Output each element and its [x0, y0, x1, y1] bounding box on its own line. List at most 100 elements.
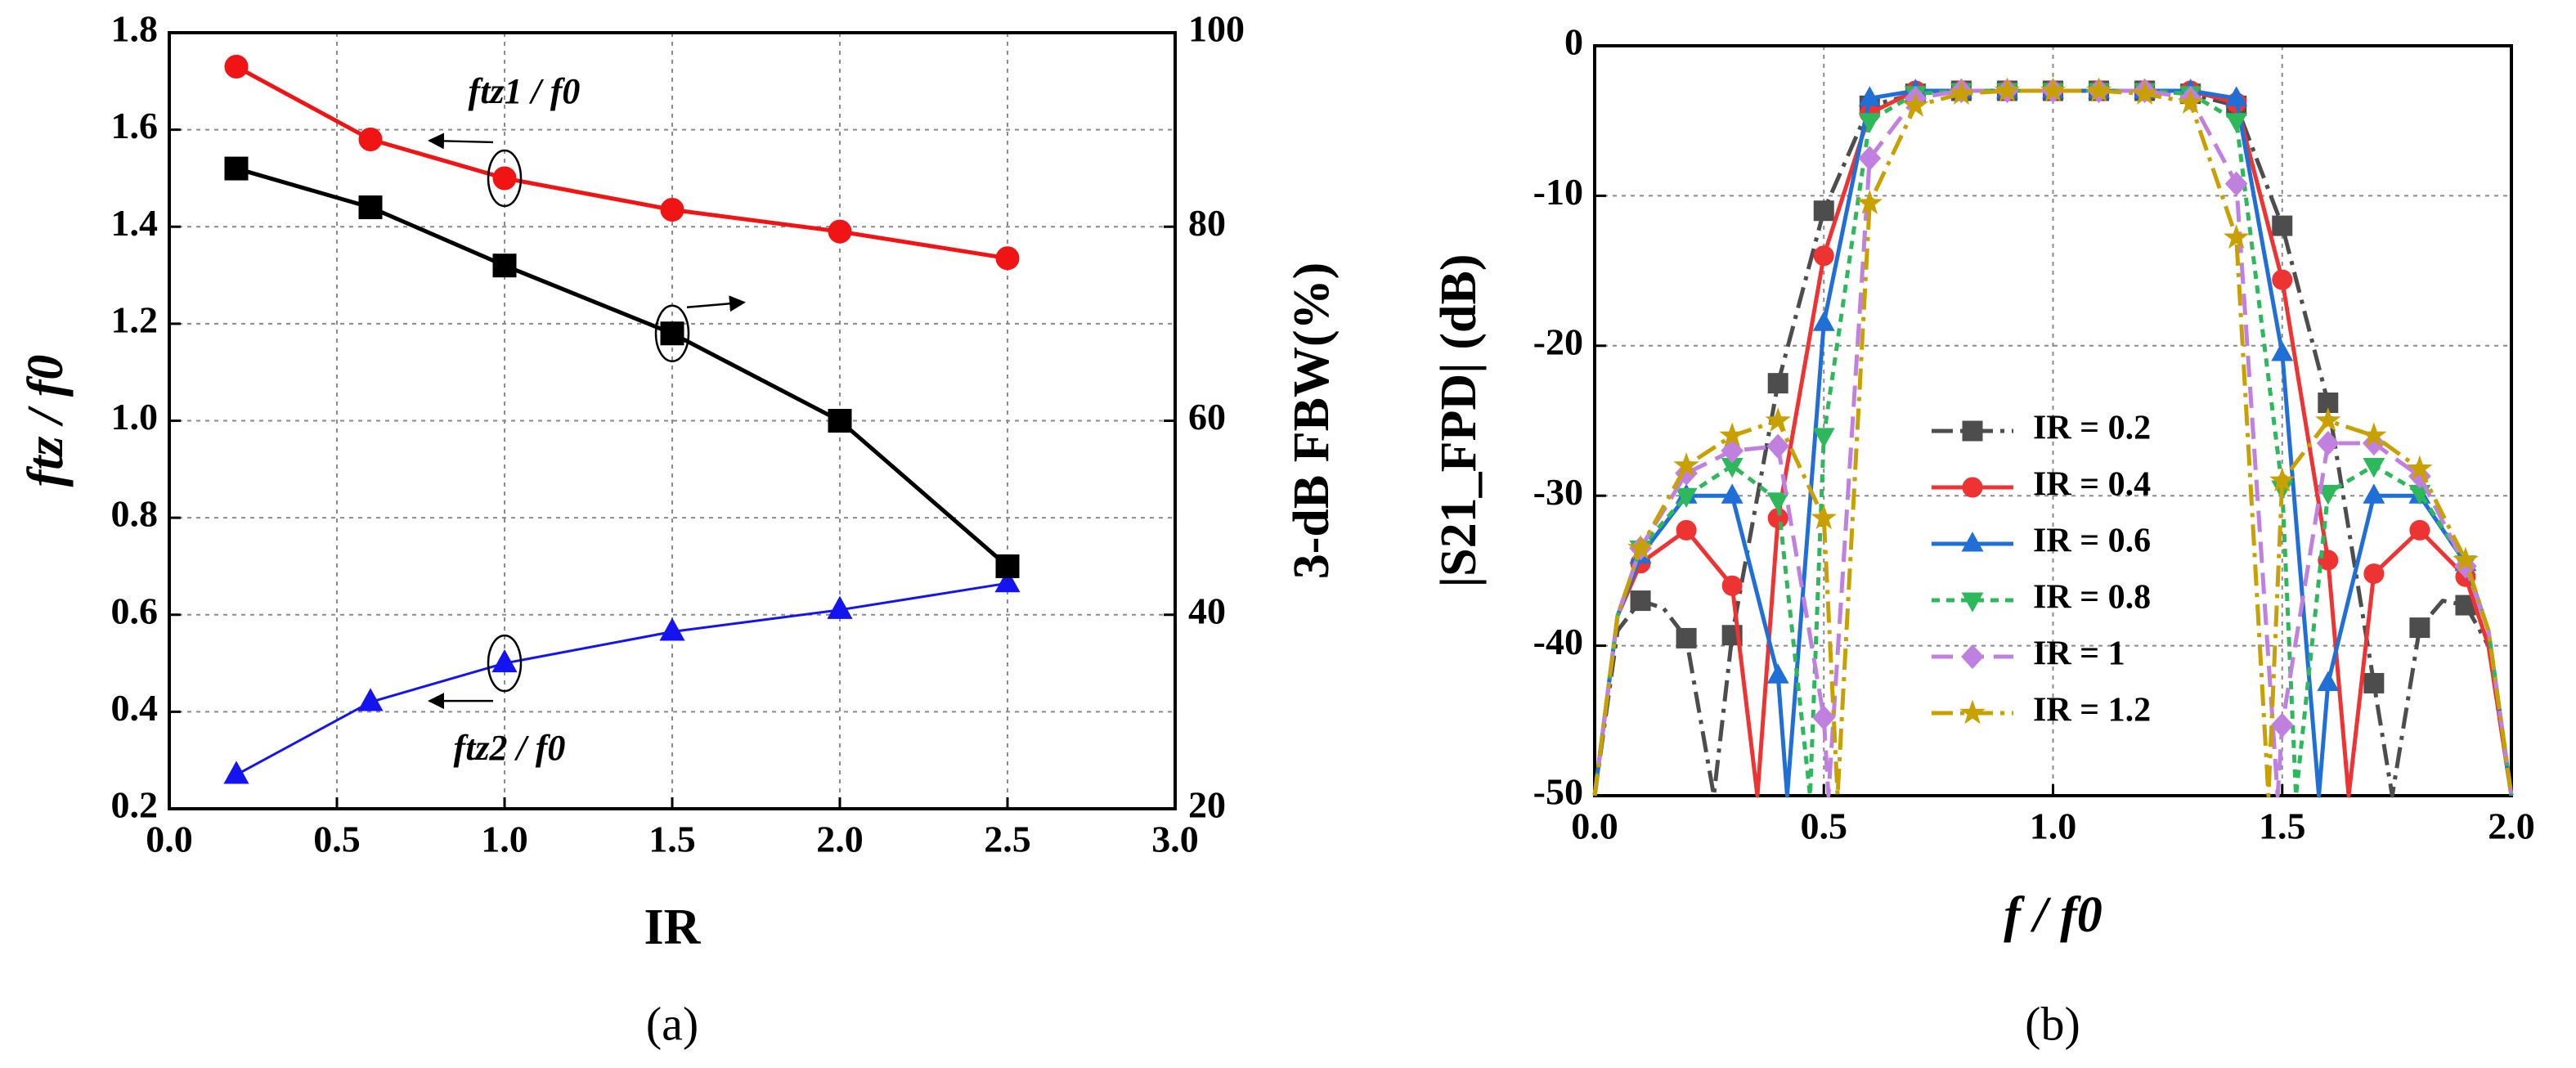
marker	[2317, 485, 2340, 505]
marker	[828, 409, 852, 433]
x-tick-label: 1.5	[648, 819, 696, 860]
series-line	[236, 166, 1009, 568]
series-line	[236, 581, 1008, 776]
marker	[1675, 487, 1698, 509]
x-tick-label: 3.0	[1151, 819, 1199, 860]
legend-label: IR = 0.8	[2033, 579, 2151, 617]
x-tick-label: 2.5	[984, 819, 1031, 860]
marker	[995, 246, 1020, 271]
marker	[1676, 627, 1697, 648]
y-tick-label: 1.4	[111, 202, 159, 244]
marker	[660, 321, 684, 346]
marker	[1858, 146, 1882, 171]
y-tick-label: -10	[1533, 171, 1583, 213]
y-tick-label: -30	[1533, 471, 1583, 513]
marker	[1627, 534, 1654, 559]
annotation-ellipse	[487, 149, 523, 208]
y2-tick-label: 20	[1188, 784, 1226, 826]
marker	[1962, 420, 1983, 442]
marker	[1811, 505, 1837, 530]
y-tick-label: 1.6	[111, 105, 159, 146]
marker	[1858, 86, 1881, 106]
marker	[2269, 467, 2296, 492]
series-line	[1592, 88, 2514, 798]
marker	[1812, 311, 1835, 331]
y-tick-label: 0.8	[111, 493, 159, 535]
marker	[1961, 532, 1984, 552]
y-axis-label: ftz / f0	[18, 355, 74, 487]
marker	[1719, 422, 1745, 447]
annotation-ellipse	[654, 304, 690, 362]
y-tick-label: -20	[1533, 321, 1583, 362]
legend-label: IR = 0.4	[2033, 466, 2151, 504]
series-label: ftz1 / f0	[469, 71, 581, 111]
caption: (a)	[646, 997, 698, 1050]
series-line	[235, 65, 1008, 261]
caption: (b)	[2025, 997, 2080, 1050]
marker	[2363, 563, 2385, 585]
marker	[2223, 224, 2250, 249]
marker	[2225, 113, 2248, 133]
x-axis-label: IR	[644, 900, 702, 955]
marker	[2363, 458, 2385, 478]
marker	[1721, 575, 1743, 596]
y-tick-label: 0.6	[111, 590, 159, 631]
annotation-arrow	[686, 295, 746, 312]
marker	[1856, 190, 1883, 214]
y-tick-label: 1.2	[111, 298, 159, 340]
y2-tick-label: 100	[1188, 8, 1245, 50]
marker	[2455, 595, 2476, 616]
marker	[2409, 617, 2430, 639]
x-tick-label: 0.0	[1571, 805, 1618, 847]
marker	[2315, 406, 2341, 432]
plot-frame	[168, 31, 1177, 810]
plot-frame	[1593, 44, 2513, 797]
x-tick-label: 1.0	[481, 819, 528, 860]
marker	[1994, 77, 2021, 102]
x-tick-label: 2.0	[2488, 805, 2535, 847]
marker	[1961, 592, 1984, 613]
x-tick-label: 2.0	[816, 819, 864, 860]
legend-label: IR = 0.6	[2033, 523, 2151, 560]
marker	[1959, 699, 1986, 725]
annotation-arrow	[428, 132, 494, 150]
y2-axis-label: 3-dB FBW(%)	[1284, 263, 1340, 580]
y-tick-label: -50	[1533, 771, 1583, 813]
legend-label: IR = 1	[2033, 635, 2125, 673]
y-tick-label: 0.2	[111, 784, 159, 826]
y-tick-label: 1.0	[111, 396, 159, 438]
marker	[224, 55, 249, 79]
y2-tick-label: 80	[1188, 202, 1226, 244]
marker	[2272, 269, 2293, 290]
marker	[1813, 200, 1834, 222]
x-tick-label: 0.5	[1801, 805, 1848, 847]
marker	[2316, 430, 2340, 456]
marker	[2272, 215, 2293, 236]
marker	[2271, 341, 2294, 361]
marker	[224, 156, 249, 181]
marker	[1766, 492, 1789, 513]
marker	[1630, 590, 1651, 612]
marker	[358, 195, 383, 220]
marker	[358, 127, 383, 151]
marker	[1721, 483, 1744, 504]
legend-label: IR = 0.2	[2033, 410, 2151, 447]
marker	[491, 648, 518, 673]
marker	[1676, 519, 1697, 541]
marker	[2040, 77, 2067, 102]
marker	[1812, 705, 1836, 730]
marker	[1962, 477, 1983, 498]
x-tick-label: 0.5	[313, 819, 361, 860]
marker	[659, 617, 685, 641]
marker	[1767, 373, 1788, 394]
marker	[492, 254, 517, 278]
marker	[2224, 171, 2248, 196]
marker	[223, 761, 249, 784]
marker	[2317, 671, 2340, 691]
x-tick-label: 1.5	[2259, 805, 2306, 847]
annotation-ellipse	[487, 634, 523, 693]
marker	[2363, 672, 2385, 693]
marker	[1902, 92, 1929, 117]
